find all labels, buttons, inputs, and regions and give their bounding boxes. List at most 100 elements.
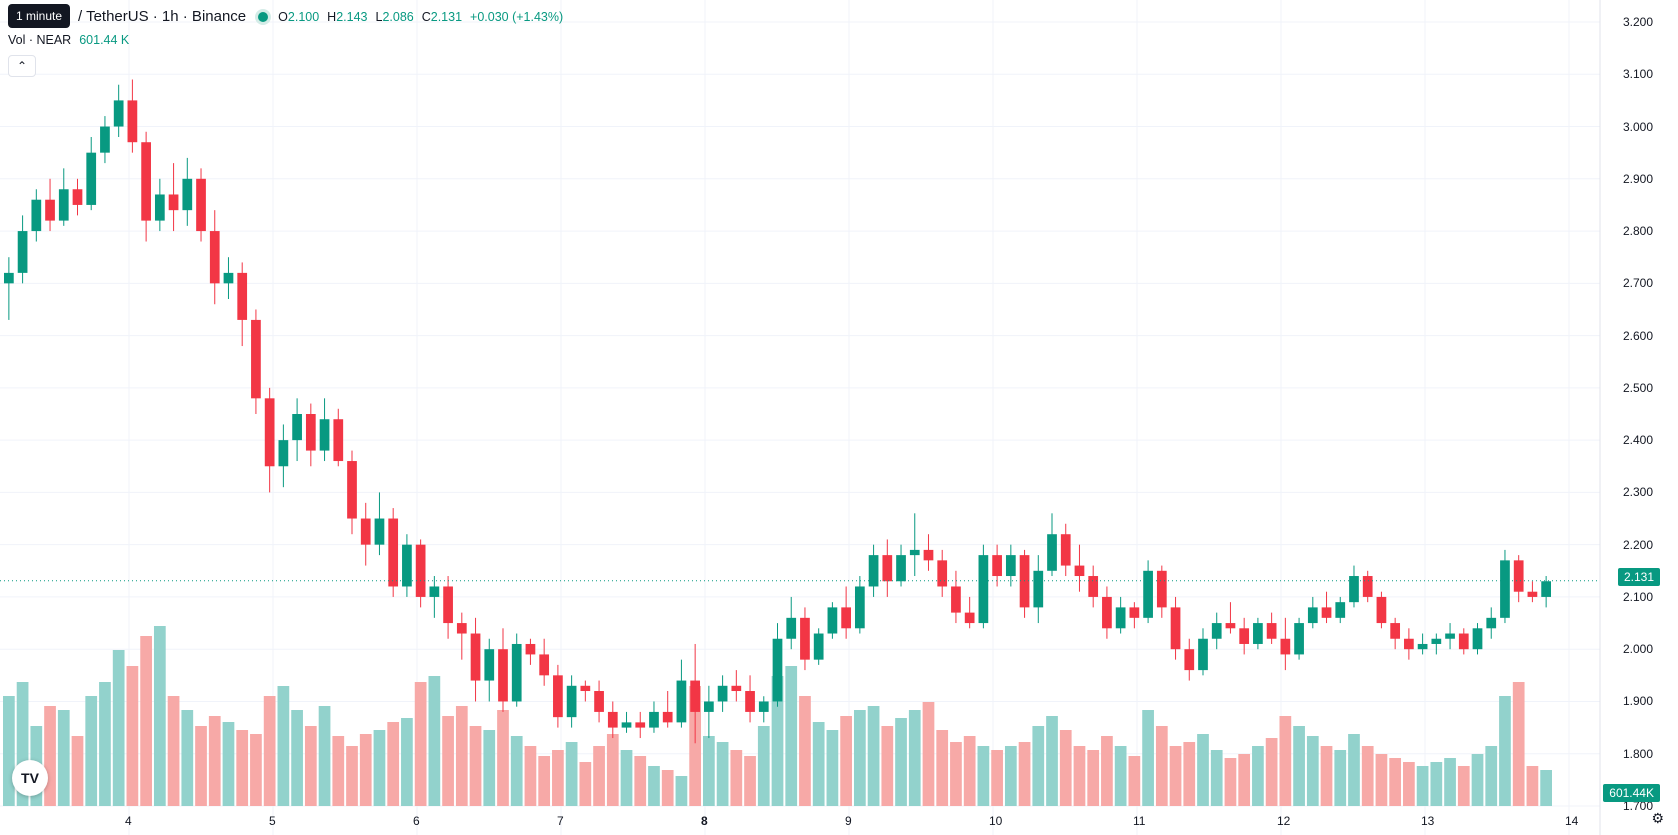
price-tick-label: 2.700	[1623, 276, 1654, 291]
volume-bar	[1238, 754, 1251, 806]
candle-body	[1294, 623, 1304, 655]
volume-bar	[1169, 746, 1182, 806]
candle-body	[45, 199, 55, 221]
volume-bar	[1375, 754, 1388, 806]
candle-body	[1088, 576, 1099, 597]
time-tick-label: 7	[557, 814, 564, 828]
candle-body	[649, 711, 659, 728]
candle-body	[1198, 638, 1208, 671]
price-tick-label: 2.800	[1623, 224, 1654, 239]
symbol-title[interactable]: / TetherUS · 1h · Binance	[78, 8, 247, 25]
candle-body	[1005, 555, 1016, 577]
volume-bar	[16, 682, 29, 806]
chevron-up-icon: ⌃	[16, 59, 28, 73]
volume-bar	[1403, 762, 1415, 806]
volume-bar	[1279, 716, 1292, 806]
volume-bar	[208, 716, 221, 806]
candle-body	[635, 722, 646, 728]
volume-bar	[1499, 696, 1511, 806]
candle-body	[319, 419, 330, 451]
candle-body	[937, 560, 948, 587]
volume-bar	[1018, 742, 1031, 806]
time-tick-label: 10	[989, 814, 1003, 828]
volume-bar	[250, 734, 262, 806]
candle-body	[1047, 534, 1057, 571]
volume-bar	[1265, 738, 1278, 806]
candle-body	[1074, 565, 1085, 577]
close-label: C	[421, 9, 431, 24]
candle-body	[525, 643, 536, 655]
volume-bar	[153, 626, 166, 806]
volume-bar	[1142, 710, 1154, 806]
volume-bar	[1540, 770, 1552, 806]
volume-bar	[1430, 762, 1443, 806]
volume-bar	[1471, 754, 1484, 806]
candle-body	[1019, 555, 1030, 608]
candle-body	[1156, 570, 1167, 608]
price-tick-label: 1.900	[1623, 694, 1654, 709]
candle-body	[1033, 570, 1044, 608]
volume-bar	[277, 686, 290, 806]
volume-bar	[1512, 682, 1525, 806]
candle-body	[429, 586, 440, 597]
volume-bar	[1032, 726, 1045, 806]
open-value: 2.100	[287, 9, 320, 24]
volume-bar	[1155, 726, 1168, 806]
candle-body	[1307, 607, 1318, 624]
candle-body	[333, 419, 344, 462]
candle-body	[1362, 576, 1373, 597]
candle-body	[800, 617, 810, 660]
candle-body	[72, 189, 83, 205]
volume-bar	[1293, 726, 1305, 806]
volume-bar	[99, 682, 111, 806]
tradingview-logo[interactable]: TV	[12, 760, 48, 796]
candle-body	[196, 178, 206, 232]
price-tick-label: 2.300	[1623, 485, 1654, 500]
volume-bar	[634, 756, 647, 806]
volume-bar	[304, 726, 317, 806]
volume-bar	[936, 730, 949, 806]
volume-bar	[483, 730, 496, 806]
volume-bar	[1389, 758, 1402, 806]
collapse-legend-button[interactable]: ⌃	[8, 55, 36, 77]
candle-body	[676, 680, 687, 723]
time-tick-label: 11	[1133, 814, 1146, 828]
candle-body	[360, 518, 371, 545]
volume-legend[interactable]: Vol · NEAR 601.44 K	[8, 33, 129, 47]
candle-body	[4, 272, 14, 284]
volume-bar	[57, 710, 70, 806]
volume-bar	[812, 722, 825, 806]
candle-body	[1280, 638, 1291, 655]
candle-body	[1404, 638, 1414, 650]
candle-body	[347, 461, 357, 519]
volume-label: Vol · NEAR	[8, 33, 72, 47]
candle-body	[1486, 617, 1497, 629]
volume-tag: 601.44K	[1603, 784, 1660, 802]
volume-bar	[620, 750, 633, 806]
volume-bar	[236, 730, 249, 806]
gear-icon[interactable]: ⚙	[1651, 810, 1664, 826]
volume-bar	[1210, 750, 1223, 806]
candle-body	[539, 654, 550, 676]
candle-body	[237, 272, 248, 320]
candle-body	[827, 607, 838, 634]
candle-body	[86, 152, 97, 205]
candle-body	[841, 607, 851, 629]
candle-body	[388, 518, 399, 587]
candle-body	[1527, 591, 1538, 597]
volume-bar	[744, 756, 756, 806]
price-tick-label: 2.600	[1623, 328, 1654, 343]
candle-body	[1170, 607, 1181, 650]
candle-body	[1115, 607, 1126, 629]
market-status-icon[interactable]	[258, 11, 269, 22]
close-value: 2.131	[430, 9, 463, 24]
time-tick-label: 4	[125, 814, 132, 828]
volume-bar	[881, 726, 894, 806]
candle-body	[992, 555, 1002, 577]
candle-body	[100, 126, 110, 153]
candle-body	[1184, 649, 1195, 671]
candle-body	[251, 319, 261, 399]
candle-body	[1143, 570, 1153, 618]
candle-body	[1513, 560, 1524, 592]
